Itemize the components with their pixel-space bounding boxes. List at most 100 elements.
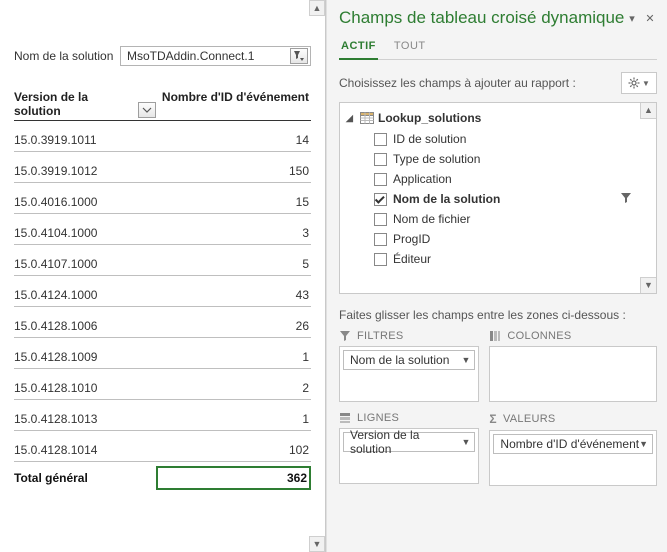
chevron-down-icon: ▼ [642,79,650,88]
field-checkbox[interactable] [374,193,387,206]
pivot-row[interactable]: 15.0.4016.100015 [14,183,311,214]
field-list-scroll-up[interactable]: ▲ [640,103,656,119]
field-list-scroll-down[interactable]: ▼ [640,277,656,293]
choose-fields-row: Choisissez les champs à ajouter au rappo… [339,72,657,94]
sigma-icon: Σ [489,412,497,426]
field-item[interactable]: Éditeur [346,249,652,269]
area-filters-label: FILTRES [357,330,404,342]
pivot-cell-count: 1 [156,350,311,364]
funnel-icon [339,330,351,342]
chevron-down-icon [142,105,152,115]
field-item[interactable]: Type de solution [346,149,652,169]
pivot-row[interactable]: 15.0.3919.1012150 [14,152,311,183]
field-items: ID de solution Type de solution Applicatio… [346,129,652,269]
field-list-options-button[interactable]: ▼ [621,72,657,94]
field-label: Type de solution [393,152,480,166]
field-checkbox[interactable] [374,253,387,266]
pivot-filter-dropdown-button[interactable] [290,48,308,64]
field-checkbox[interactable] [374,173,387,186]
pivot-cell-count: 26 [156,319,311,333]
chip-rows[interactable]: Version de la solution ▼ [343,432,475,452]
pivot-table-pane: ▲ Nom de la solution MsoTDAddin.Connect.… [0,0,326,552]
pivot-cell-version: 15.0.4128.1013 [14,412,156,426]
chip-rows-label: Version de la solution [350,428,462,456]
pivot-scroll-down[interactable]: ▼ [309,536,325,552]
field-label: ID de solution [393,132,466,146]
pivot-cell-version: 15.0.4128.1006 [14,319,156,333]
field-checkbox[interactable] [374,133,387,146]
field-label: Nom de fichier [393,212,470,226]
area-filters-well[interactable]: Nom de la solution ▼ [339,346,479,402]
area-values-label: VALEURS [503,413,556,425]
pivot-cell-count: 3 [156,226,311,240]
pane-close-button[interactable]: ✕ [643,11,657,25]
field-checkbox[interactable] [374,233,387,246]
field-checkbox[interactable] [374,213,387,226]
field-label: Nom de la solution [393,192,500,206]
areas-grid: FILTRES Nom de la solution ▼ COLONNES [339,330,657,486]
pivot-row[interactable]: 15.0.4128.10091 [14,338,311,369]
choose-fields-text: Choisissez les champs à ajouter au rappo… [339,76,576,90]
field-item[interactable]: ProgID [346,229,652,249]
chip-values-label: Nombre d'ID d'événement [500,437,639,451]
pivot-col-a-header: Version de la solution [14,90,156,120]
pivot-filter-label: Nom de la solution [14,49,120,63]
pivot-cell-version: 15.0.3919.1012 [14,164,156,178]
chevron-down-icon: ▼ [462,355,471,365]
pivot-col-a-dropdown-button[interactable] [138,102,156,118]
pivot-row[interactable]: 15.0.4104.10003 [14,214,311,245]
area-columns: COLONNES [489,330,657,402]
pivot-cell-version: 15.0.4016.1000 [14,195,156,209]
field-item[interactable]: Nom de la solution [346,189,652,209]
pivot-scroll-up[interactable]: ▲ [309,0,325,16]
field-item[interactable]: ID de solution [346,129,652,149]
table-icon [360,112,374,124]
pane-title: Champs de tableau croisé dynamique [339,8,624,28]
chip-filters-label: Nom de la solution [350,353,449,367]
pivot-row[interactable]: 15.0.4124.100043 [14,276,311,307]
pivot-row[interactable]: 15.0.4128.100626 [14,307,311,338]
pivot-col-b-header: Nombre d'ID d'événement [156,90,311,120]
area-columns-label: COLONNES [507,330,571,342]
pivot-cell-count: 5 [156,257,311,271]
pivot-filter-value-cell[interactable]: MsoTDAddin.Connect.1 [120,46,311,66]
pivot-cell-count: 2 [156,381,311,395]
tab-all[interactable]: TOUT [392,36,428,59]
pivot-filter-row: Nom de la solution MsoTDAddin.Connect.1 [14,46,311,66]
chip-filters[interactable]: Nom de la solution ▼ [343,350,475,370]
chip-values[interactable]: Nombre d'ID d'événement ▼ [493,434,653,454]
pivot-cell-version: 15.0.4104.1000 [14,226,156,240]
field-checkbox[interactable] [374,153,387,166]
gear-icon [628,77,640,89]
pivot-row[interactable]: 15.0.4128.10131 [14,400,311,431]
field-item[interactable]: Application [346,169,652,189]
tab-active[interactable]: ACTIF [339,36,378,60]
pivot-row[interactable]: 15.0.4128.1014102 [14,431,311,462]
area-rows-label: LIGNES [357,412,399,424]
pivot-total-value-cell[interactable]: 362 [156,466,311,490]
funnel-icon [620,192,632,207]
field-label: Application [393,172,452,186]
area-columns-well[interactable] [489,346,657,402]
chevron-down-icon: ▼ [639,439,648,449]
pivot-col-a-header-text: Version de la solution [14,90,138,118]
pivot-cell-version: 15.0.4107.1000 [14,257,156,271]
pivot-total-label: Total général [14,471,156,485]
field-item[interactable]: Nom de fichier [346,209,652,229]
pivot-body: Nom de la solution MsoTDAddin.Connect.1 … [0,0,325,494]
area-rows-well[interactable]: Version de la solution ▼ [339,428,479,484]
pivot-total-row: Total général 362 [14,462,311,494]
pivot-cell-count: 150 [156,164,311,178]
area-values-well[interactable]: Nombre d'ID d'événement ▼ [489,430,657,486]
pane-dropdown-button[interactable]: ▾ [625,11,639,25]
pivot-cell-version: 15.0.3919.1011 [14,133,156,147]
pivot-row[interactable]: 15.0.4128.10102 [14,369,311,400]
pivot-filter-value: MsoTDAddin.Connect.1 [127,49,254,63]
pivot-cell-count: 102 [156,443,311,457]
pivot-data-rows: 15.0.3919.10111415.0.3919.101215015.0.40… [14,121,311,462]
table-node[interactable]: ◢ Lookup_solutions [346,109,652,129]
pivot-row[interactable]: 15.0.3919.101114 [14,121,311,152]
pivot-cell-version: 15.0.4128.1010 [14,381,156,395]
pivot-cell-count: 43 [156,288,311,302]
pivot-row[interactable]: 15.0.4107.10005 [14,245,311,276]
